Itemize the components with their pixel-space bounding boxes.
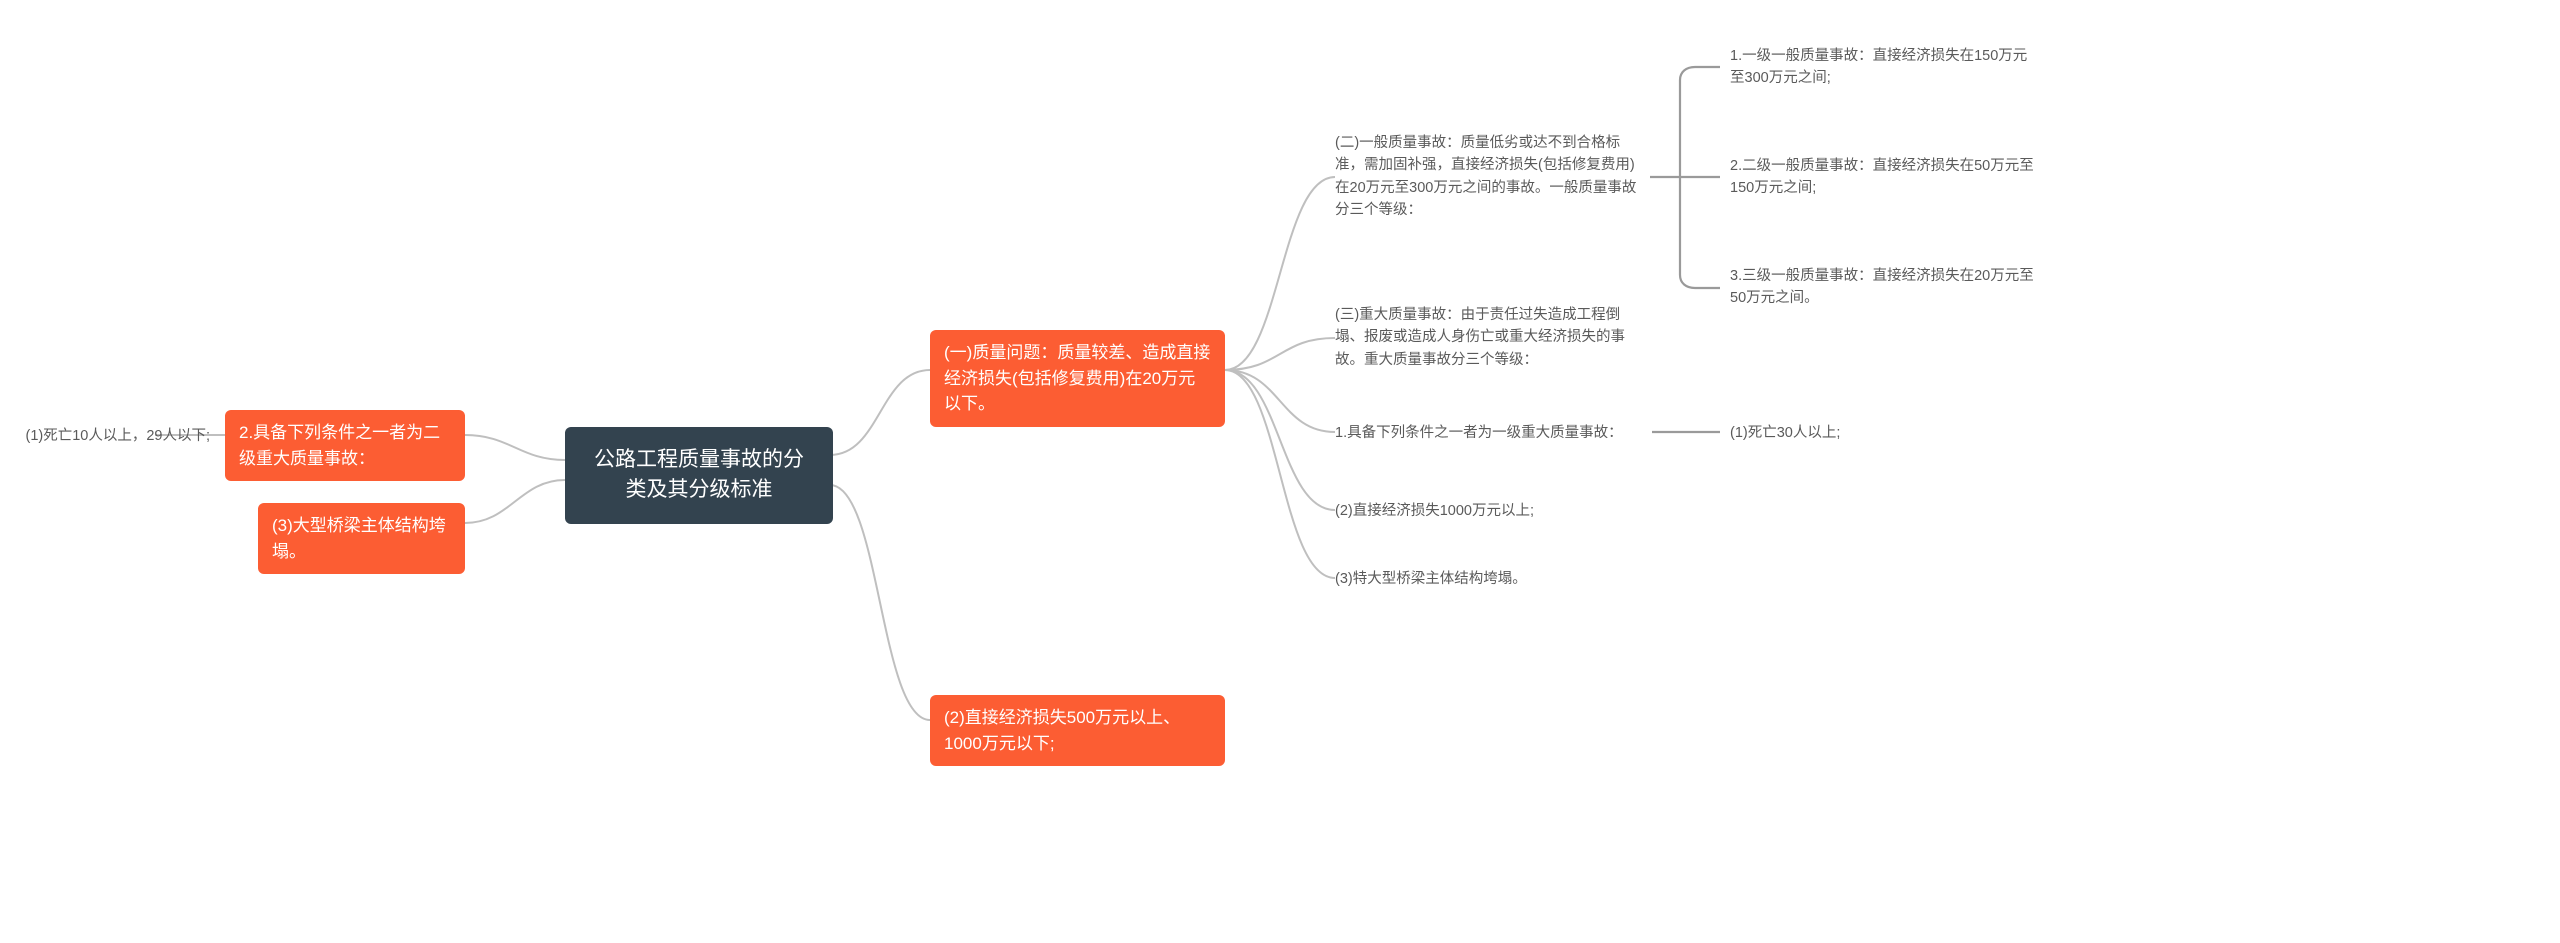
right-node-major-accident: (三)重大质量事故：由于责任过失造成工程倒塌、报废或造成人身伤亡或重大经济损失的… <box>1335 304 1645 371</box>
right-r2a-text: (二)一般质量事故：质量低劣或达不到合格标准，需加固补强，直接经济损失(包括修复… <box>1335 135 1636 218</box>
right-node-general-accident: (二)一般质量事故：质量低劣或达不到合格标准，需加固补强，直接经济损失(包括修复… <box>1335 132 1645 222</box>
root-text: 公路工程质量事故的分类及其分级标准 <box>594 448 804 501</box>
right-leaf-level3-general: 3.三级一般质量事故：直接经济损失在20万元至50万元之间。 <box>1730 265 2040 310</box>
left-node-bridge-collapse: (3)大型桥梁主体结构垮塌。 <box>258 503 465 574</box>
left-l1a-text: 2.具备下列条件之一者为二级重大质量事故： <box>239 423 440 468</box>
left-leaf-death-10-29: (1)死亡10人以上，29人以下; <box>10 425 210 447</box>
right-node-xl-bridge-collapse: (3)特大型桥梁主体结构垮塌。 <box>1335 568 1645 590</box>
right-r3c-text: 3.三级一般质量事故：直接经济损失在20万元至50万元之间。 <box>1730 268 2034 306</box>
right-r2e-text: (3)特大型桥梁主体结构垮塌。 <box>1335 571 1527 587</box>
left-l2a-text: (1)死亡10人以上，29人以下; <box>25 428 210 444</box>
right-node-quality-issue: (一)质量问题：质量较差、造成直接经济损失(包括修复费用)在20万元以下。 <box>930 330 1225 427</box>
right-leaf-level2-general: 2.二级一般质量事故：直接经济损失在50万元至150万元之间; <box>1730 155 2040 200</box>
right-r2d-text: (2)直接经济损失1000万元以上; <box>1335 503 1534 519</box>
left-l1b-text: (3)大型桥梁主体结构垮塌。 <box>272 516 446 561</box>
right-leaf-death-30: (1)死亡30人以上; <box>1730 422 1930 444</box>
right-r2c-text: 1.具备下列条件之一者为一级重大质量事故： <box>1335 425 1623 441</box>
right-r3b-text: 2.二级一般质量事故：直接经济损失在50万元至150万元之间; <box>1730 158 2034 196</box>
right-leaf-level1-general: 1.一级一般质量事故：直接经济损失在150万元至300万元之间; <box>1730 45 2040 90</box>
right-r1a-text: (一)质量问题：质量较差、造成直接经济损失(包括修复费用)在20万元以下。 <box>944 343 1210 413</box>
right-node-loss-1000: (2)直接经济损失1000万元以上; <box>1335 500 1645 522</box>
root-node: 公路工程质量事故的分类及其分级标准 <box>565 427 833 524</box>
right-node-1st-major-cond: 1.具备下列条件之一者为一级重大质量事故： <box>1335 422 1645 444</box>
right-r3a-text: 1.一级一般质量事故：直接经济损失在150万元至300万元之间; <box>1730 48 2027 86</box>
right-node-loss-500-1000: (2)直接经济损失500万元以上、1000万元以下; <box>930 695 1225 766</box>
right-r1b-text: (2)直接经济损失500万元以上、1000万元以下; <box>944 708 1180 753</box>
right-r3d-text: (1)死亡30人以上; <box>1730 425 1840 441</box>
right-r2b-text: (三)重大质量事故：由于责任过失造成工程倒塌、报废或造成人身伤亡或重大经济损失的… <box>1335 307 1625 368</box>
left-node-2nd-major: 2.具备下列条件之一者为二级重大质量事故： <box>225 410 465 481</box>
